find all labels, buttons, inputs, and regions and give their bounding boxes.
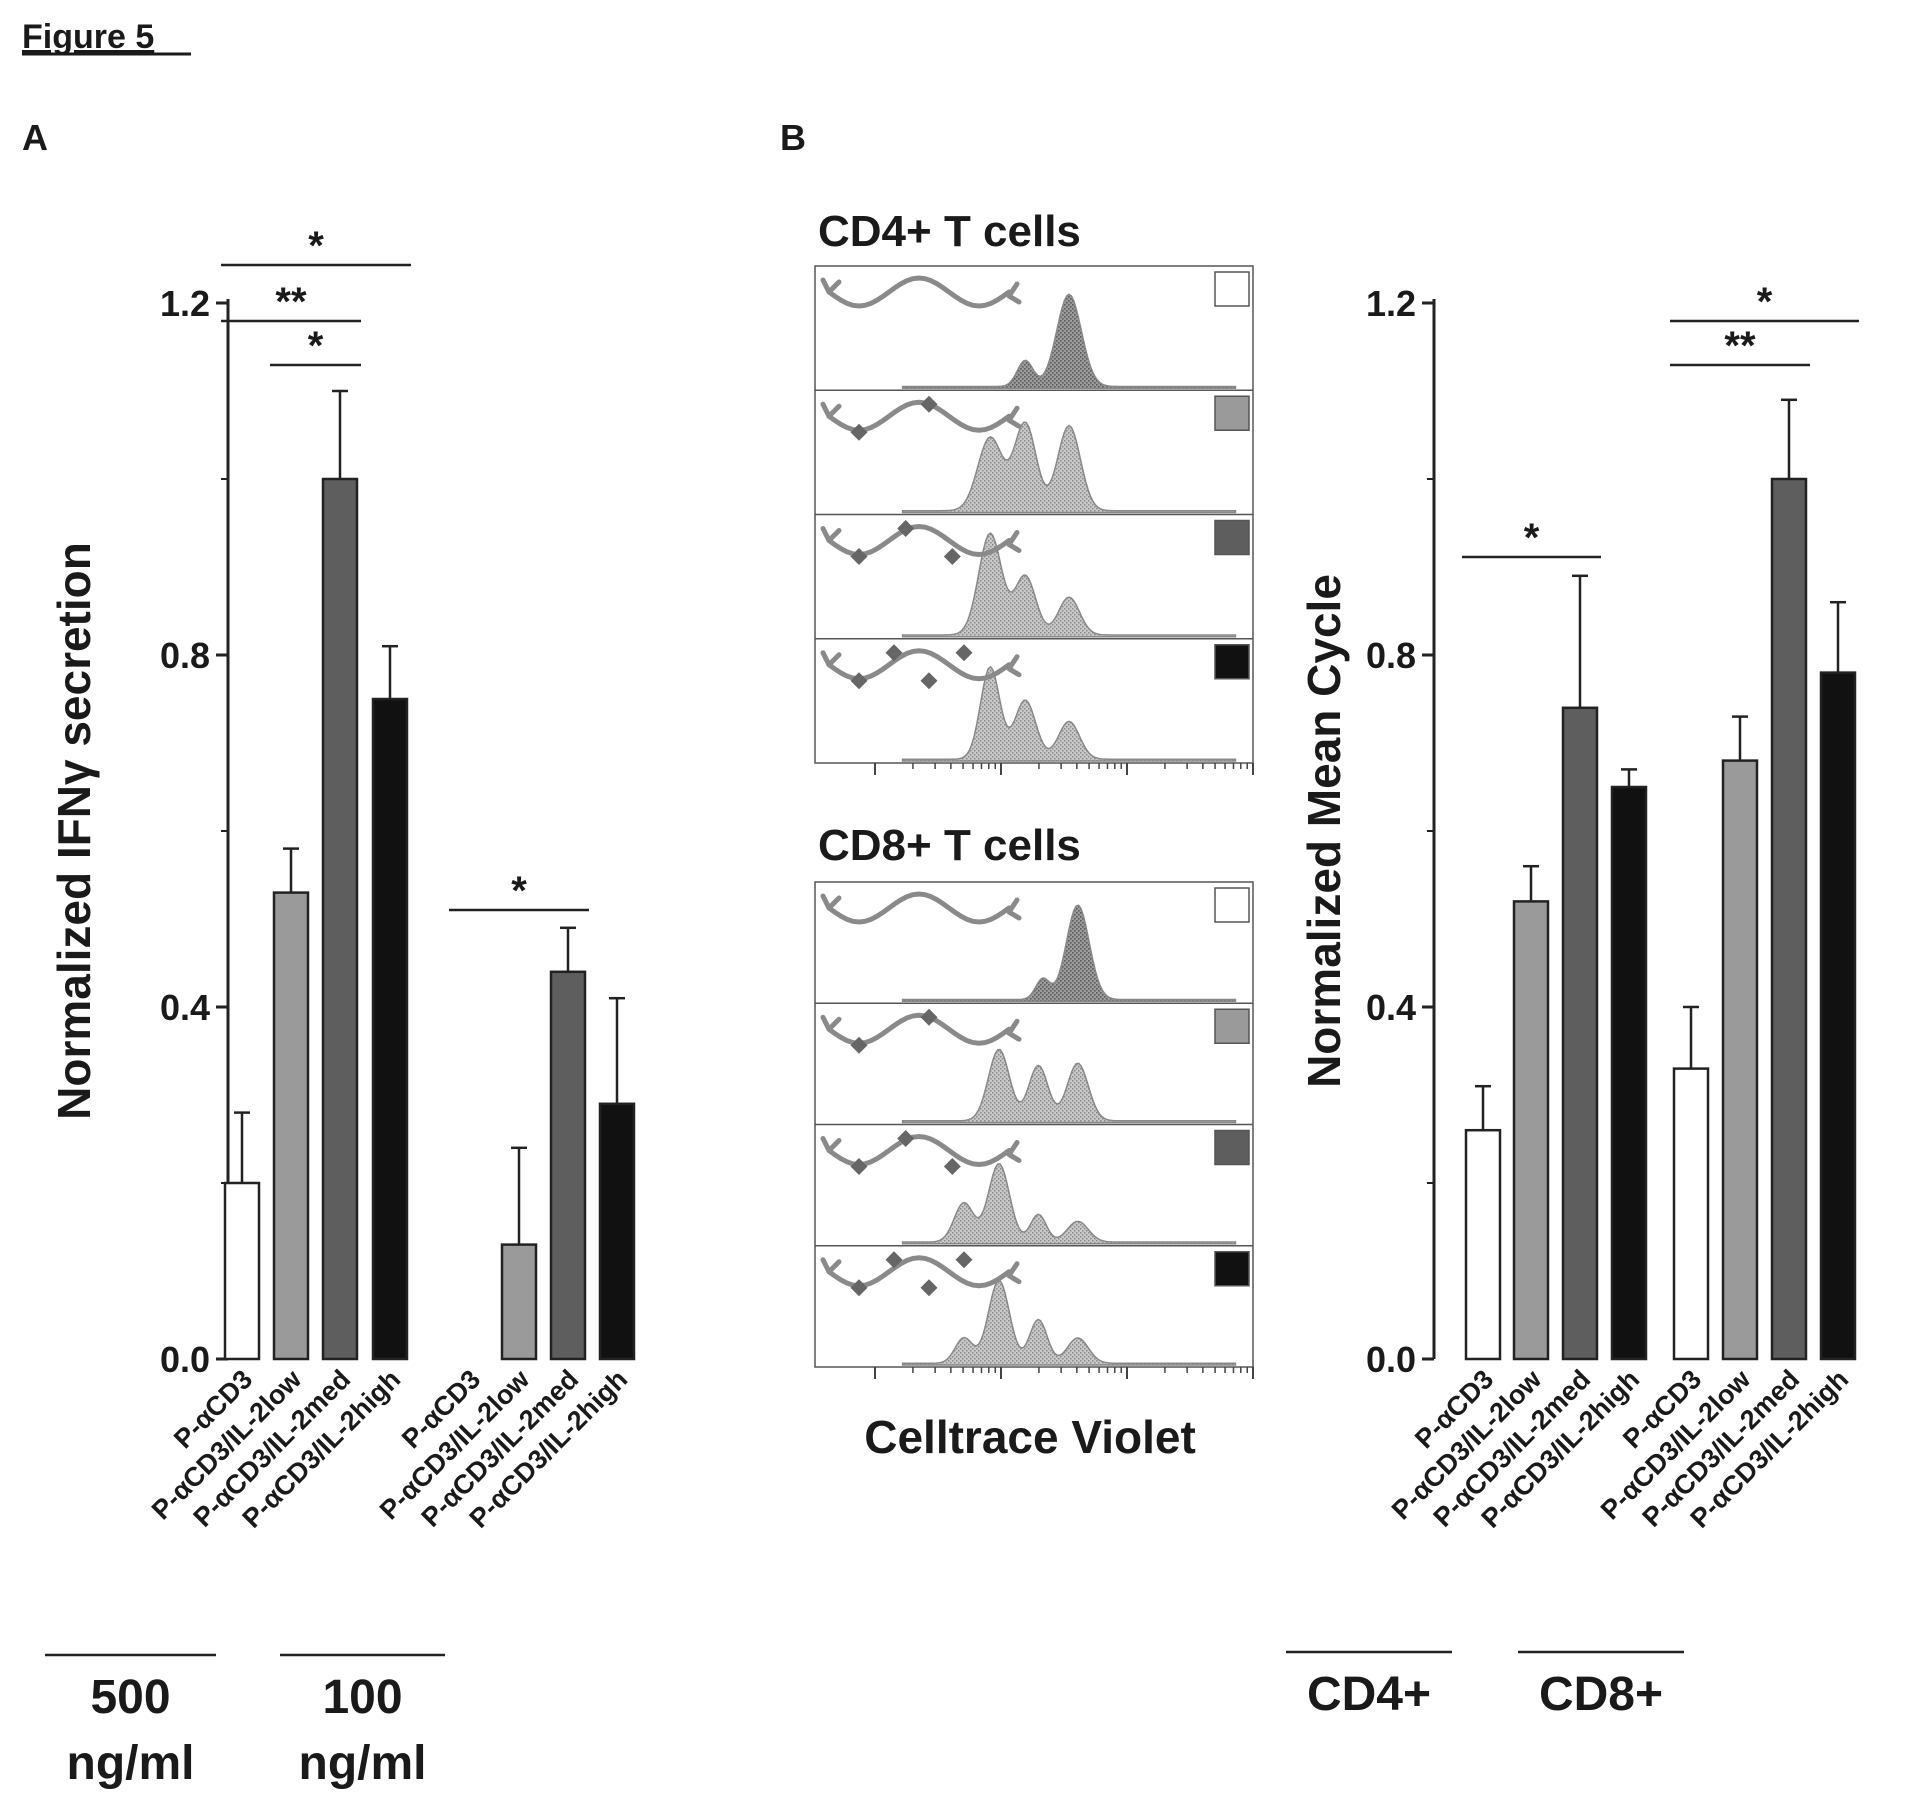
polymer-end-group-icon: [820, 526, 1022, 553]
il2-conjugate-icon: [850, 423, 868, 441]
histogram-swatch: [1214, 644, 1250, 680]
chart-a-group-label: 500: [90, 1671, 170, 1724]
chart-b-bar: [1721, 759, 1759, 1361]
histogram-panel-cd4: [814, 265, 1254, 775]
histogram-swatch: [1214, 271, 1250, 307]
il2-conjugate-icon: [920, 1008, 938, 1026]
chart-a-significance-label: **: [275, 280, 307, 324]
histogram-swatch: [1214, 519, 1250, 556]
figure-title: Figure 5: [22, 18, 154, 56]
chart-a-bar: [371, 697, 409, 1361]
chart-b-bar: [1464, 1128, 1502, 1361]
polymer-backbone-icon: [826, 891, 1012, 925]
chart-b-bar: [1819, 671, 1857, 1361]
il2-conjugate-icon: [920, 672, 938, 690]
histogram-swatch: [1214, 887, 1250, 923]
chart-a-significance-label: *: [308, 324, 324, 368]
il2-conjugate-icon: [955, 1251, 973, 1269]
chart-a-bar: [549, 970, 587, 1361]
il2-conjugate-icon: [943, 548, 961, 565]
histogram-swatch: [1214, 395, 1250, 431]
chart-b-significance-label: *: [1524, 516, 1540, 560]
histogram-curve: [901, 904, 1237, 1002]
histogram-curve: [901, 532, 1237, 638]
il2-conjugate-icon: [885, 644, 903, 662]
panel-label-a: A: [22, 117, 48, 158]
polymer-end-group-icon: [820, 1257, 1022, 1285]
il2-conjugate-icon: [850, 1279, 868, 1297]
panel-label-b: B: [780, 117, 806, 158]
polymer-end-group-icon: [820, 893, 1022, 921]
chart-b-bar: [1672, 1067, 1710, 1361]
histogram-panels: CD4+ T cells CD8+ T cells Celltrace Viol…: [814, 207, 1254, 1463]
il2-conjugate-icon: [955, 644, 973, 662]
chart-a-group-label: 100: [322, 1671, 402, 1724]
chart-a-significance-label: *: [511, 869, 527, 913]
histogram-curve: [901, 1279, 1237, 1366]
chart-a-group-unit: ng/ml: [299, 1737, 427, 1790]
histogram-title-cd4: CD4+ T cells: [818, 207, 1081, 256]
chart-a-y-tick-label: 0.0: [160, 1339, 210, 1380]
histogram-curve: [901, 665, 1237, 762]
il2-conjugate-icon: [920, 395, 938, 413]
chart-b-y-axis-label: Normalized Mean Cycle: [1298, 574, 1350, 1088]
histogram-panel-cd8: [814, 881, 1254, 1379]
histogram-swatch: [1214, 1008, 1250, 1044]
chart-a-y-tick-label: 0.4: [160, 987, 210, 1028]
histogram-curve: [901, 1163, 1237, 1245]
polymer-end-group-icon: [820, 650, 1022, 678]
chart-b-group-label: CD4+: [1307, 1668, 1431, 1721]
il2-conjugate-icon: [943, 1158, 961, 1175]
polymer-end-group-icon: [820, 277, 1022, 305]
chart-b-bar: [1512, 900, 1550, 1361]
chart-a-bar: [272, 891, 310, 1361]
chart-a-group-unit: ng/ml: [67, 1737, 195, 1790]
polymer-backbone-icon: [826, 275, 1012, 309]
chart-a-bar: [223, 1181, 261, 1361]
chart-b-y-tick-label: 1.2: [1366, 283, 1416, 324]
chart-b-y-tick-label: 0.8: [1366, 635, 1416, 676]
polymer-end-group-icon: [820, 1014, 1022, 1042]
il2-conjugate-icon: [850, 548, 868, 565]
chart-a-bar: [321, 477, 359, 1361]
chart-a-y-tick-label: 1.2: [160, 283, 210, 324]
chart-b-significance-label: **: [1724, 324, 1756, 368]
polymer-end-group-icon: [820, 1136, 1022, 1163]
il2-conjugate-icon: [897, 520, 915, 537]
histogram-curve: [901, 421, 1237, 514]
chart-b-group-label: CD8+: [1539, 1668, 1663, 1721]
chart-a-y-tick-label: 0.8: [160, 635, 210, 676]
il2-conjugate-icon: [885, 1251, 903, 1269]
histogram-swatch: [1214, 1251, 1250, 1287]
histogram-curve: [901, 1048, 1237, 1124]
il2-conjugate-icon: [850, 1158, 868, 1175]
chart-a-y-axis-label: Normalized IFNγ secretion: [48, 542, 100, 1120]
chart-b-y-tick-label: 0.4: [1366, 987, 1416, 1028]
chart-a-significance-label: *: [308, 224, 324, 268]
chart-b-bar: [1770, 477, 1808, 1361]
histogram-swatch: [1214, 1129, 1250, 1166]
chart-b-y-tick-label: 0.0: [1366, 1339, 1416, 1380]
chart-b-bar: [1561, 706, 1599, 1361]
chart-b-bar: [1610, 785, 1648, 1361]
chart-a-bar: [598, 1102, 636, 1361]
histogram-x-axis-label: Celltrace Violet: [864, 1411, 1196, 1463]
histogram-curve: [901, 293, 1237, 389]
il2-conjugate-icon: [920, 1279, 938, 1297]
il2-conjugate-icon: [850, 672, 868, 690]
il2-conjugate-icon: [850, 1036, 868, 1054]
chart-b-significance-label: *: [1757, 280, 1773, 324]
histogram-title-cd8: CD8+ T cells: [818, 821, 1081, 870]
chart-a-bar: [500, 1243, 538, 1361]
il2-conjugate-icon: [897, 1130, 915, 1147]
polymer-end-group-icon: [820, 401, 1022, 429]
